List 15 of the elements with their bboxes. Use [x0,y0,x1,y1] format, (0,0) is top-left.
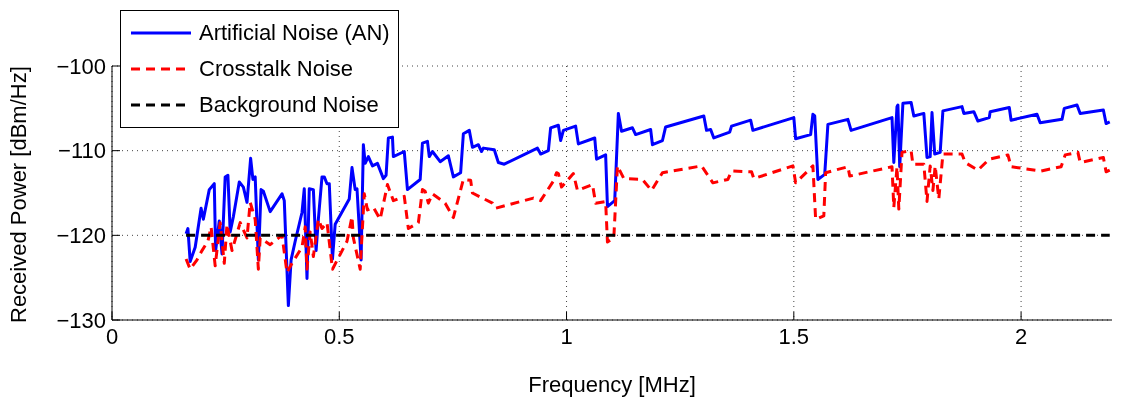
x-axis-title: Frequency [MHz] [528,372,696,397]
x-tick-label: 1 [560,323,573,349]
y-axis-title: Received Power [dBm/Hz] [5,66,31,323]
x-tick-label: 2 [1014,323,1028,349]
y-tick-label: −130 [56,307,106,333]
legend-label: Artificial Noise (AN) [199,20,390,46]
y-tick-label: −120 [56,223,106,249]
x-tick-label: 1.5 [778,323,810,349]
y-tick-label: −100 [56,53,106,79]
y-tick-label: −110 [58,138,106,164]
x-tick-label: 0 [105,323,119,349]
line-series [184,149,1112,275]
x-tick-label: 0.5 [323,323,355,349]
legend-label: Crosstalk Noise [199,56,354,82]
legend-label: Background Noise [199,92,379,118]
